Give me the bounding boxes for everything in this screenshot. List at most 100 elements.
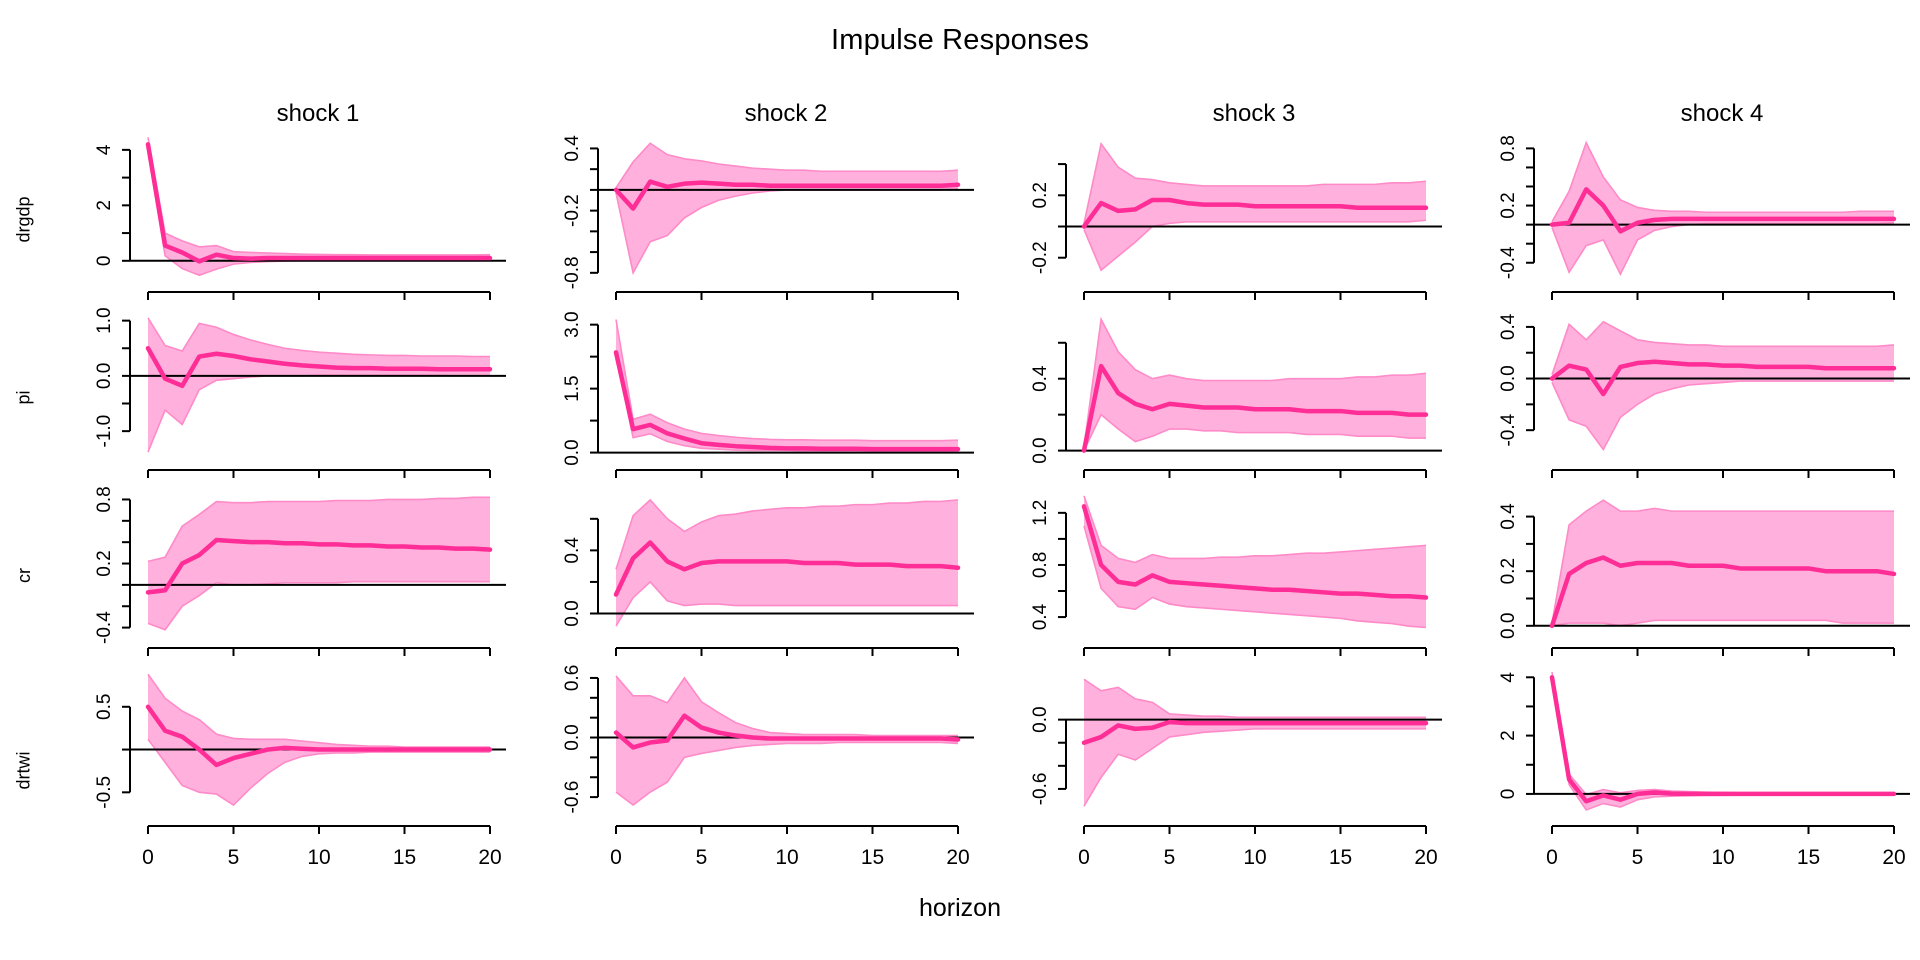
confidence-band (1552, 321, 1894, 450)
x-tick-label: 0 (142, 846, 154, 869)
band-lower-edge (1551, 380, 1894, 452)
y-tick-label: 0.4 (1498, 503, 1519, 530)
y-tick-label: 0.0 (562, 439, 583, 465)
y-tick-label: 0.2 (1498, 192, 1519, 218)
y-tick-label: -0.2 (1030, 241, 1051, 274)
band-lower-edge (147, 580, 490, 631)
x-tick-label: 0 (1078, 846, 1090, 869)
x-tick-label: 15 (393, 846, 416, 869)
median-response-line (145, 346, 493, 389)
x-tick-label: 20 (1414, 846, 1437, 869)
y-tick-label: -0.6 (562, 781, 583, 814)
band-upper-edge (615, 142, 959, 189)
band-lower-edge (1083, 413, 1426, 451)
irf-plot-cr-shock-4: 0.0 0.2 0.4 (1498, 499, 1910, 656)
irf-plot-drgdp-shock-4: -0.4 0.2 0.8 (1498, 135, 1910, 300)
band-upper-edge (147, 317, 490, 358)
median-response-line (613, 179, 961, 211)
panel-drtwi-shock-4: 0 2 4 0 5 10 15 20 (1452, 664, 1920, 876)
panel-grid: shock 1 shock 2 shock 3 shock 4 drgdp 0 2 4 -0.8… (0, 94, 1920, 876)
y-tick-label: -1.0 (94, 415, 115, 448)
panel-drgdp-shock-2: -0.8 -0.2 0.4 (516, 130, 984, 308)
confidence-band (1552, 672, 1894, 810)
panel-cr-shock-1: -0.4 0.2 0.8 (48, 486, 516, 664)
x-tick-label: 20 (1882, 846, 1905, 869)
band-upper-edge (615, 319, 959, 442)
row-label-pi: pi (0, 308, 48, 486)
x-tick-label: 0 (610, 846, 622, 869)
y-tick-label: 0.4 (562, 537, 583, 564)
irf-plot-cr-shock-2: 0.0 0.4 (562, 498, 974, 656)
panel-drgdp-shock-3: -0.2 0.2 (984, 130, 1452, 308)
panel-pi-shock-3: 0.0 0.4 (984, 308, 1452, 486)
x-tick-label: 10 (1711, 846, 1734, 869)
confidence-band (1084, 679, 1426, 807)
band-upper-edge (147, 137, 491, 256)
irf-plot-drgdp-shock-3: -0.2 0.2 (1030, 141, 1442, 300)
x-tick-label: 15 (1797, 846, 1820, 869)
irf-plot-pi-shock-1: -1.0 0.0 1.0 (94, 308, 506, 478)
band-upper-edge (1083, 316, 1427, 448)
panel-pi-shock-4: -0.4 0.0 0.4 (1452, 308, 1920, 486)
row-label-text: drtwi (13, 750, 34, 790)
panel-drgdp-shock-4: -0.4 0.2 0.8 (1452, 130, 1920, 308)
confidence-band (1084, 319, 1426, 451)
x-tick-label: 5 (696, 846, 708, 869)
confidence-band (616, 143, 958, 273)
irf-plot-pi-shock-4: -0.4 0.0 0.4 (1498, 313, 1910, 478)
panel-pi-shock-1: -1.0 0.0 1.0 (48, 308, 516, 486)
x-tick-label: 15 (861, 846, 884, 869)
row-label-cr: cr (0, 486, 48, 664)
x-tick-label: 5 (1164, 846, 1176, 869)
x-tick-label: 5 (228, 846, 240, 869)
y-tick-label: 0.0 (562, 600, 583, 626)
y-tick-label: 3.0 (562, 311, 583, 337)
median-response-line (1081, 504, 1429, 600)
x-axis-title: horizon (919, 894, 1001, 922)
grid-corner-spacer (0, 94, 48, 130)
y-tick-label: -0.8 (562, 256, 583, 289)
panel-cr-shock-3: 0.4 0.8 1.2 (984, 486, 1452, 664)
y-tick-label: 0.0 (1498, 365, 1519, 391)
y-tick-label: 0.5 (94, 694, 115, 720)
column-title-shock-2: shock 2 (744, 100, 828, 127)
band-lower-edge (615, 741, 959, 807)
median-response-line (1081, 719, 1429, 745)
band-lower-edge (147, 738, 490, 807)
y-tick-label: 0.2 (1030, 182, 1051, 208)
y-tick-label: -0.2 (562, 194, 583, 227)
irf-plot-pi-shock-3: 0.0 0.4 (1030, 316, 1442, 478)
row-label-drgdp: drgdp (0, 130, 48, 308)
x-tick-label: 10 (307, 846, 330, 869)
band-upper-edge (1083, 141, 1427, 224)
y-tick-label: -0.5 (94, 776, 115, 809)
y-tick-label: 0.2 (94, 550, 115, 576)
x-tick-label: 0 (1546, 846, 1558, 869)
median-response-line (145, 142, 493, 264)
irf-plot-drtwi-shock-4: 0 2 4 0 5 10 15 20 (1498, 672, 1910, 869)
median-response-line (1081, 363, 1429, 453)
median-response-line (613, 540, 961, 597)
y-tick-label: 0.8 (1498, 135, 1519, 161)
row-label-drtwi: drtwi (0, 664, 48, 876)
confidence-band (148, 317, 490, 453)
band-upper-edge (1551, 320, 1895, 375)
row-label-text: drgdp (13, 195, 34, 243)
x-tick-label: 15 (1329, 846, 1352, 869)
irf-plot-pi-shock-2: 0.0 1.5 3.0 (562, 311, 974, 478)
y-tick-label: 0 (94, 256, 115, 267)
y-tick-label: 0.4 (1030, 603, 1051, 630)
median-response-line (145, 537, 493, 595)
row-label-text: cr (13, 567, 34, 583)
y-tick-label: 0.2 (1498, 558, 1519, 584)
y-tick-label: 0 (1498, 789, 1519, 800)
confidence-band (1552, 500, 1894, 626)
y-tick-label: 0.0 (1498, 613, 1519, 639)
page-title: Impulse Responses (830, 24, 1090, 56)
irf-plot-drtwi-shock-3: -0.6 0.0 0 5 10 15 20 (1030, 678, 1442, 869)
y-tick-label: 0.0 (1030, 706, 1051, 732)
confidence-band (1552, 142, 1894, 275)
y-tick-label: -0.4 (1498, 413, 1519, 446)
column-title-shock-4: shock 4 (1680, 100, 1764, 127)
